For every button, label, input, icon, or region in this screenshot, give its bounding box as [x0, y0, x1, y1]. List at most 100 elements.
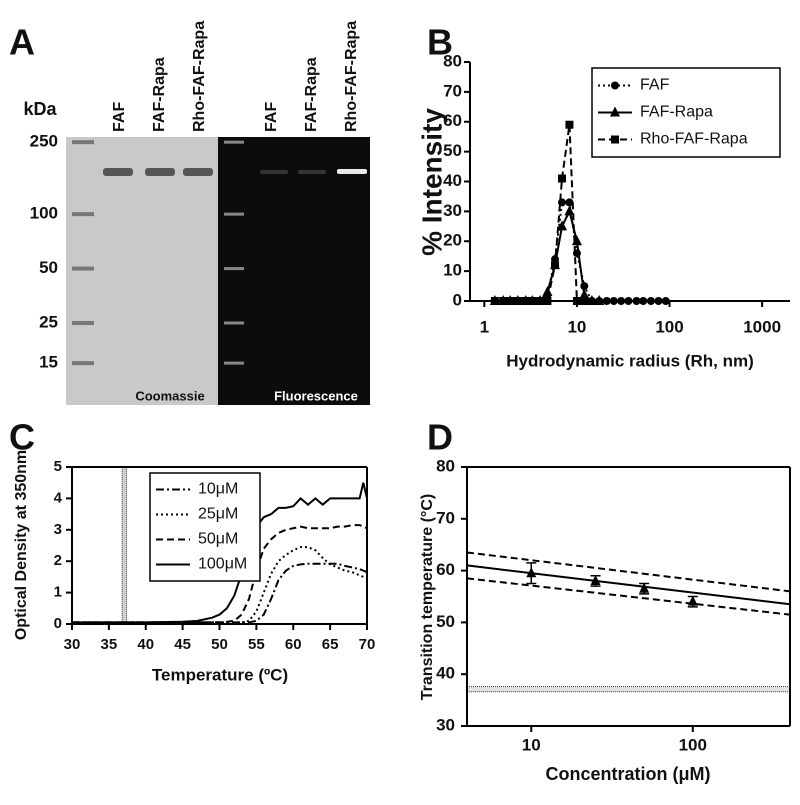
y-tick-label: 1 — [54, 584, 62, 601]
legend-marker — [610, 106, 620, 117]
data-point — [536, 297, 545, 305]
lane-label: FAF-Rapa — [303, 57, 320, 132]
y-tick-label: 40 — [443, 171, 462, 190]
y-axis-title: Transition temperature (°C) — [419, 494, 436, 700]
lane-label: FAF — [111, 102, 128, 132]
data-point — [499, 297, 508, 305]
y-tick-label: 70 — [443, 81, 462, 100]
data-point — [521, 297, 530, 305]
data-point — [609, 297, 618, 305]
x-tick-label: 60 — [285, 636, 302, 653]
data-point — [632, 297, 641, 305]
legend-marker — [611, 135, 619, 144]
x-tick-label: 10 — [522, 735, 541, 754]
x-tick-label: 70 — [359, 636, 376, 653]
data-point — [558, 174, 567, 183]
x-tick-label: 50 — [211, 636, 228, 653]
data-point — [580, 297, 589, 305]
legend-label: FAF-Rapa — [640, 104, 713, 121]
data-point — [564, 205, 575, 216]
data-point — [513, 297, 522, 305]
fluorescence-gel — [218, 137, 370, 405]
panel-label: C — [9, 417, 35, 458]
y-tick-label: 30 — [436, 715, 455, 734]
x-tick-label: 100 — [679, 735, 707, 754]
reference-band — [121, 466, 128, 625]
ladder-band — [224, 140, 244, 144]
marker-label: 25 — [39, 312, 58, 331]
gel-band — [103, 168, 133, 176]
gel-band — [145, 168, 175, 176]
data-point — [572, 297, 581, 305]
ladder-band — [72, 266, 94, 271]
series-line — [72, 482, 368, 624]
data-point — [654, 297, 663, 305]
y-tick-label: 50 — [443, 141, 462, 160]
y-tick-label: 3 — [54, 521, 62, 538]
ladder-band — [224, 267, 244, 271]
x-tick-label: 10 — [567, 317, 586, 336]
legend-label: 10μM — [198, 481, 238, 498]
data-point — [490, 297, 499, 305]
y-axis-title: % Intensity — [416, 108, 447, 256]
gel-band — [337, 169, 367, 174]
panel-label: B — [427, 22, 453, 63]
x-axis-title: Concentration (μM) — [546, 764, 711, 784]
data-point — [661, 297, 670, 305]
data-point — [565, 120, 574, 129]
axis-label: kDa — [23, 99, 57, 119]
data-point — [551, 261, 560, 270]
data-point — [543, 297, 552, 305]
marker-label: 15 — [39, 353, 58, 372]
lane-label: Rho-FAF-Rapa — [191, 21, 208, 132]
y-tick-label: 50 — [436, 612, 455, 631]
y-tick-label: 10 — [443, 261, 462, 280]
ladder-band — [72, 320, 94, 325]
y-tick-label: 20 — [443, 231, 462, 250]
y-tick-label: 5 — [54, 458, 62, 475]
x-tick-label: 30 — [64, 636, 81, 653]
y-tick-label: 60 — [436, 560, 455, 579]
data-point — [594, 295, 605, 305]
gel-band — [260, 170, 288, 174]
coomassie-gel — [66, 137, 218, 405]
x-tick-label: 55 — [248, 636, 265, 653]
gel-band — [298, 170, 326, 174]
marker-label: 100 — [30, 204, 58, 223]
data-point — [571, 235, 582, 246]
lane-label: Rho-FAF-Rapa — [343, 21, 360, 132]
x-tick-label: 45 — [174, 636, 191, 653]
x-axis-title: Temperature (ºC) — [152, 665, 288, 684]
x-tick-label: 1 — [480, 317, 489, 336]
marker-label: 250 — [30, 132, 58, 151]
x-axis-title: Hydrodynamic radius (Rh, nm) — [506, 351, 753, 370]
data-point — [557, 220, 568, 231]
y-tick-label: 40 — [436, 664, 455, 683]
data-point — [646, 297, 655, 305]
ladder-band — [72, 361, 94, 366]
y-tick-label: 2 — [54, 552, 62, 569]
y-tick-label: 70 — [436, 508, 455, 527]
panel-label: A — [9, 22, 35, 63]
x-tick-label: 40 — [137, 636, 154, 653]
data-point — [624, 297, 633, 305]
lane-label: FAF — [263, 102, 280, 132]
y-tick-label: 80 — [436, 456, 455, 475]
stain-label: Coomassie — [135, 388, 204, 403]
series-line — [466, 577, 791, 616]
x-tick-label: 1000 — [743, 317, 781, 336]
series-line — [72, 524, 368, 624]
data-point — [528, 297, 537, 305]
legend-label: 50μM — [198, 531, 238, 548]
data-point — [565, 198, 574, 207]
data-point — [586, 295, 597, 305]
reference-band — [466, 686, 791, 693]
y-tick-label: 80 — [443, 51, 462, 70]
ladder-band — [72, 212, 94, 217]
ladder-band — [224, 212, 244, 216]
lane-label: FAF-Rapa — [151, 57, 168, 132]
ladder-band — [224, 361, 244, 365]
legend — [149, 472, 261, 582]
series-line — [72, 546, 367, 624]
